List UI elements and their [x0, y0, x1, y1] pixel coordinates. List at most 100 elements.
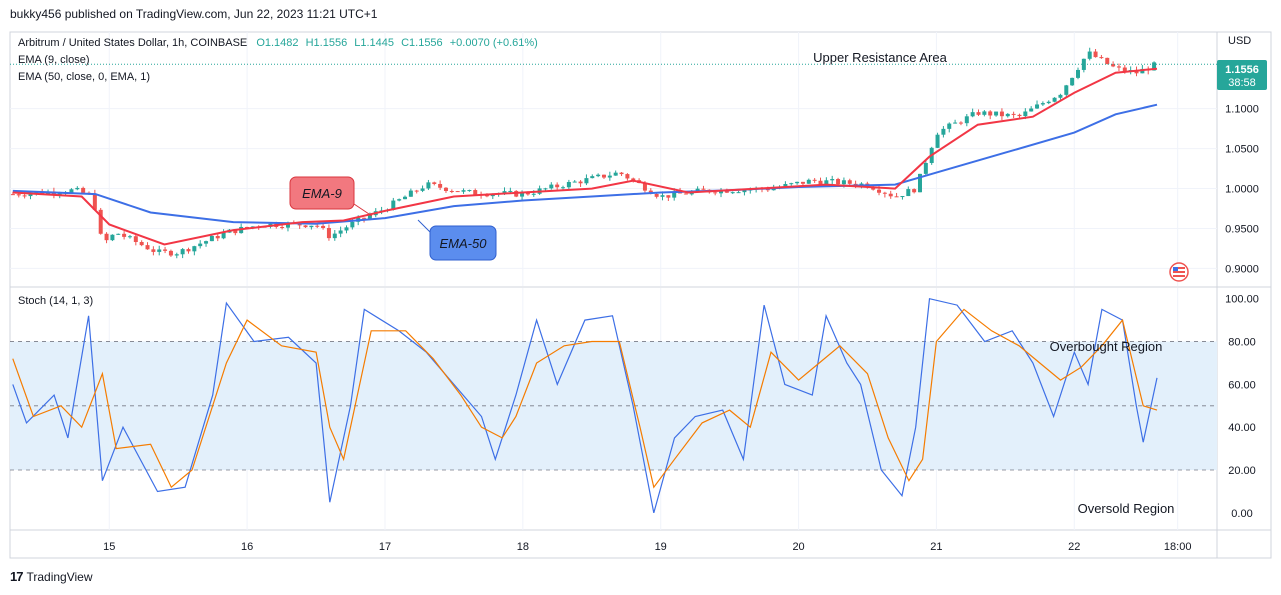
- candle-body: [367, 215, 372, 219]
- stoch-tick-label: 100.00: [1225, 294, 1259, 306]
- candle-body: [578, 181, 583, 184]
- candle-body: [1105, 57, 1110, 64]
- candle-body: [660, 195, 665, 197]
- candle-body: [906, 189, 911, 197]
- candle-body: [713, 192, 718, 194]
- price-tick-label: 1.1000: [1225, 104, 1259, 116]
- candle-body: [566, 181, 571, 188]
- candles: [10, 47, 1157, 259]
- candle-body: [1093, 51, 1098, 58]
- candle-body: [245, 226, 250, 228]
- candle-body: [572, 181, 577, 183]
- candle-body: [110, 234, 115, 241]
- time-tick-label: 18:00: [1164, 541, 1192, 553]
- candle-body: [10, 194, 15, 196]
- candle-body: [1035, 104, 1040, 109]
- candle-body: [970, 112, 975, 117]
- candle-body: [186, 249, 191, 252]
- candle-body: [882, 192, 887, 194]
- us-flag-icon[interactable]: [1169, 262, 1189, 282]
- candle-body: [719, 190, 724, 194]
- time-tick-label: 18: [517, 541, 529, 553]
- candle-body: [414, 190, 419, 192]
- candle-body: [555, 184, 560, 188]
- candle-body: [982, 111, 987, 115]
- candle-body: [976, 112, 981, 115]
- candle-body: [818, 180, 823, 185]
- candle-body: [338, 230, 343, 234]
- candle-body: [420, 188, 425, 191]
- tradingview-logo-icon[interactable]: 17: [10, 569, 24, 584]
- candle-body: [789, 183, 794, 185]
- candle-body: [192, 246, 197, 252]
- candle-body: [877, 189, 882, 193]
- candle-body: [958, 122, 963, 124]
- price-tick-label: 1.0500: [1225, 144, 1259, 156]
- candle-body: [830, 179, 835, 181]
- candle-body: [654, 193, 659, 197]
- candle-body: [1099, 57, 1104, 59]
- candle-body: [1017, 114, 1022, 117]
- candle-body: [1058, 94, 1063, 98]
- candle-body: [285, 222, 290, 228]
- candle-body: [233, 229, 238, 234]
- candle-body: [888, 193, 893, 197]
- time-tick-label: 15: [103, 541, 115, 553]
- candle-body: [841, 180, 846, 185]
- footer: 17 TradingView: [10, 569, 93, 584]
- footer-brand[interactable]: TradingView: [26, 569, 93, 584]
- ema50-annotation: EMA-50: [417, 219, 497, 261]
- candle-body: [151, 249, 156, 252]
- time-tick-label: 22: [1068, 541, 1080, 553]
- candle-body: [461, 190, 466, 192]
- symbol-legend: Arbitrum / United States Dollar, 1h, COI…: [18, 37, 538, 49]
- candle-body: [812, 179, 817, 181]
- candle-body: [730, 192, 735, 194]
- candle-body: [1070, 77, 1075, 86]
- candle-body: [1122, 67, 1127, 72]
- stoch-tick-label: 40.00: [1228, 422, 1256, 434]
- candle-body: [1116, 66, 1121, 68]
- ema50-tag-box: [429, 225, 497, 261]
- stoch-tick-label: 20.00: [1228, 465, 1256, 477]
- ema9-line: [12, 67, 1158, 246]
- time-axis: 15 16 17 18 19 20 21 22 18:00: [103, 541, 1191, 553]
- candle-body: [590, 176, 595, 179]
- candle-body: [473, 190, 478, 195]
- pane-frames: [9, 31, 1272, 559]
- candle-body: [92, 193, 97, 210]
- candle-body: [221, 232, 226, 239]
- candle-body: [994, 111, 999, 116]
- candle-body: [701, 188, 706, 190]
- candle-body: [198, 243, 203, 247]
- candle-body: [601, 174, 606, 178]
- stoch-legend: Stoch (14, 1, 3): [18, 295, 93, 307]
- candle-body: [836, 179, 841, 185]
- candle-body: [525, 192, 530, 195]
- price-tick-label: 0.9000: [1225, 263, 1259, 275]
- candle-body: [795, 181, 800, 184]
- candle-body: [204, 241, 209, 244]
- candle-body: [443, 187, 448, 192]
- candle-body: [1052, 97, 1057, 102]
- candle-body: [871, 187, 876, 190]
- candle-body: [543, 188, 548, 190]
- candle-body: [900, 196, 905, 198]
- ema50-line: [12, 103, 1158, 225]
- candle-body: [315, 225, 320, 227]
- candle-body: [800, 181, 805, 184]
- candle-body: [999, 111, 1004, 117]
- candle-body: [596, 174, 601, 177]
- candle-body: [941, 128, 946, 135]
- stoch-d-line: [12, 308, 1158, 489]
- last-price-value: 1.1556: [1225, 64, 1259, 76]
- candle-body: [642, 182, 647, 191]
- candle-body: [549, 184, 554, 189]
- candle-body: [724, 190, 729, 193]
- candle-body: [806, 179, 811, 184]
- stoch-tick-label: 80.00: [1228, 337, 1256, 349]
- candle-body: [935, 134, 940, 148]
- ohlc-close: C1.1556: [401, 37, 443, 49]
- ema50-tag-label: EMA-50: [440, 236, 488, 251]
